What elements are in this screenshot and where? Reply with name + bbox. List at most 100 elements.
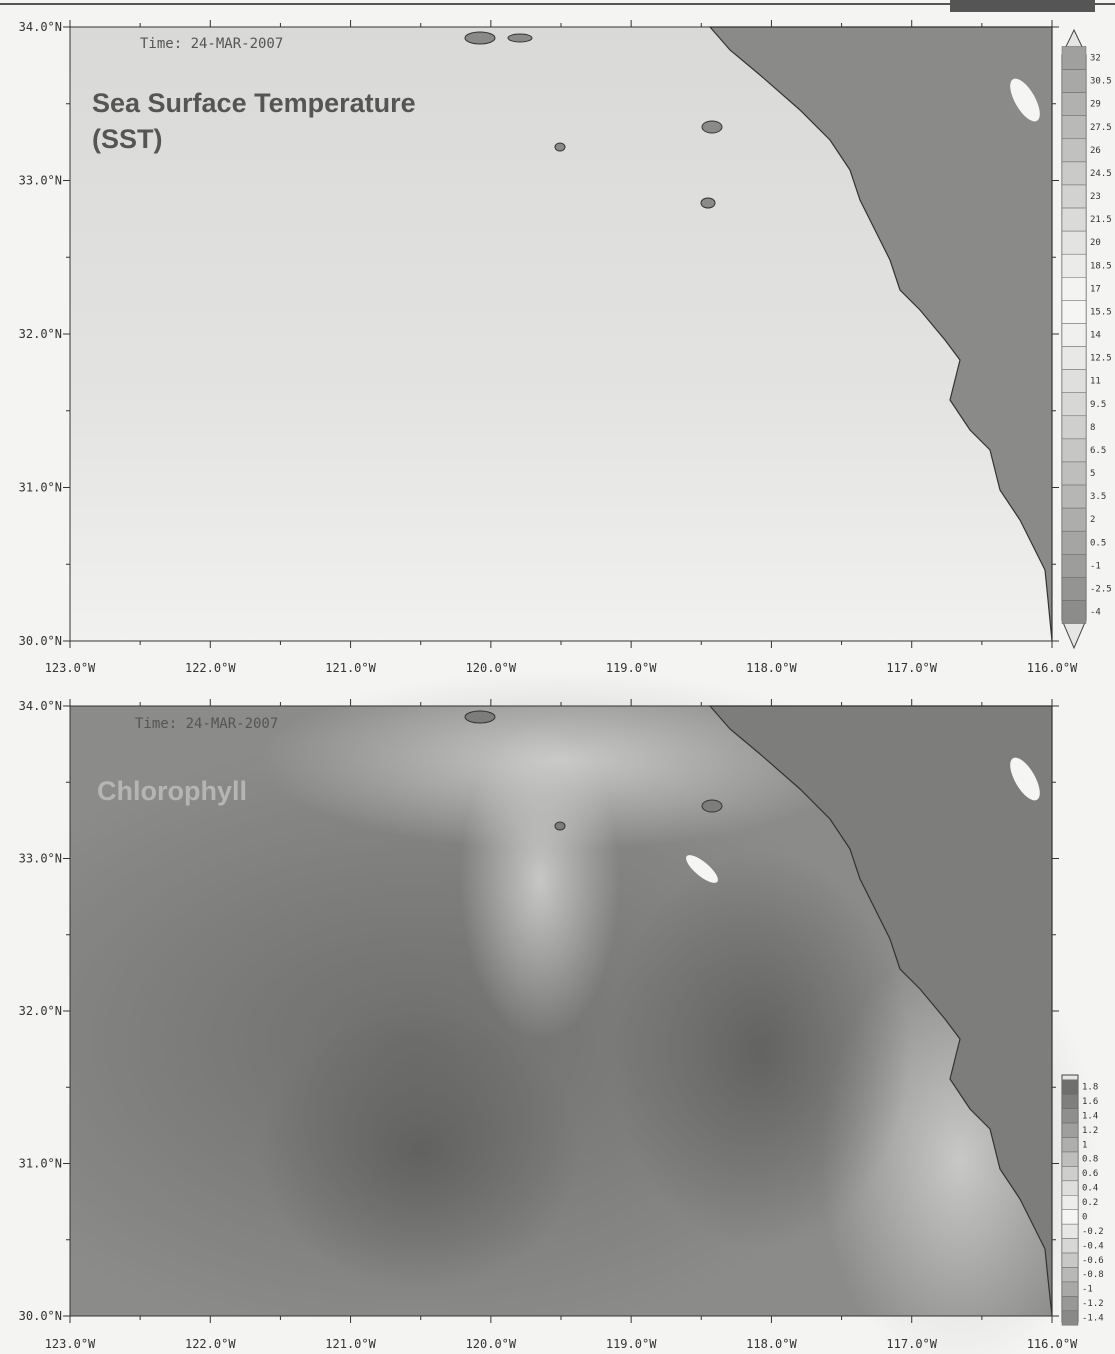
panel-title: Chlorophyll xyxy=(97,776,247,806)
colorbar-segment xyxy=(1062,1282,1078,1296)
colorbar-label: -0.4 xyxy=(1082,1241,1104,1251)
lon-tick-label: 117.0°W xyxy=(886,661,937,675)
colorbar-label: 1.6 xyxy=(1082,1097,1098,1107)
colorbar-segment xyxy=(1062,1195,1078,1209)
colorbar-segment xyxy=(1062,485,1086,508)
lon-tick-label: 118.0°W xyxy=(746,1337,797,1351)
lon-tick-label: 116.0°W xyxy=(1027,1337,1078,1351)
colorbar-label: 23 xyxy=(1090,192,1101,202)
colorbar-label: 30.5 xyxy=(1090,77,1112,87)
colorbar-label: 1.4 xyxy=(1082,1111,1098,1121)
colorbar-label: 14 xyxy=(1090,331,1101,341)
lon-tick-label: 118.0°W xyxy=(746,661,797,675)
lon-tick-label: 119.0°W xyxy=(606,1337,657,1351)
colorbar-label: 8 xyxy=(1090,423,1095,433)
colorbar-label: 1 xyxy=(1082,1140,1087,1150)
lon-tick-label: 122.0°W xyxy=(185,661,236,675)
colorbar-segment xyxy=(1062,46,1086,69)
colorbar-segment xyxy=(1062,162,1086,185)
lon-tick-label: 117.0°W xyxy=(886,1337,937,1351)
colorbar-segment xyxy=(1062,1210,1078,1224)
colorbar-label: -0.2 xyxy=(1082,1227,1104,1237)
colorbar-label: 0.6 xyxy=(1082,1169,1098,1179)
colorbar-label: 32 xyxy=(1090,54,1101,64)
colorbar-label: 5 xyxy=(1090,469,1095,479)
colorbar-label: -1 xyxy=(1082,1285,1093,1295)
colorbar-segment xyxy=(1062,1224,1078,1238)
colorbar-label: 0.4 xyxy=(1082,1184,1098,1194)
colorbar-label: 1.2 xyxy=(1082,1126,1098,1136)
colorbar-segment xyxy=(1062,393,1086,416)
colorbar-segment xyxy=(1062,1311,1078,1325)
colorbar-segment xyxy=(1062,347,1086,370)
colorbar-label: 3.5 xyxy=(1090,492,1106,502)
lat-tick-label: 33.0°N xyxy=(19,852,62,866)
lat-tick-label: 32.0°N xyxy=(19,1004,62,1018)
colorbar-label: 0.8 xyxy=(1082,1155,1098,1165)
colorbar-label: -2.5 xyxy=(1090,584,1112,594)
colorbar-segment xyxy=(1062,1267,1078,1281)
colorbar-segment xyxy=(1062,208,1086,231)
colorbar-segment xyxy=(1062,116,1086,139)
panel-title: Sea Surface Temperature xyxy=(92,88,416,118)
lon-tick-label: 123.0°W xyxy=(45,661,96,675)
lon-tick-label: 116.0°W xyxy=(1027,661,1078,675)
lon-tick-label: 123.0°W xyxy=(45,1337,96,1351)
lat-tick-label: 30.0°N xyxy=(19,1309,62,1323)
colorbar-label: 2 xyxy=(1090,515,1095,525)
colorbar-segment xyxy=(1062,1123,1078,1137)
colorbar-label: -0.6 xyxy=(1082,1256,1104,1266)
low-chl-area xyxy=(260,1010,580,1290)
colorbar-segment xyxy=(1062,439,1086,462)
colorbar-label: -0.8 xyxy=(1082,1270,1104,1280)
colorbar-label: 6.5 xyxy=(1090,446,1106,456)
colorbar-label: 24.5 xyxy=(1090,169,1112,179)
colorbar-label: -4 xyxy=(1090,608,1101,618)
colorbar-segment xyxy=(1062,93,1086,116)
colorbar-segment xyxy=(1062,185,1086,208)
timestamp: Time: 24-MAR-2007 xyxy=(140,36,283,52)
colorbar-label: 26 xyxy=(1090,146,1101,156)
colorbar-label: 29 xyxy=(1090,100,1101,110)
colorbar-segment xyxy=(1062,1094,1078,1108)
colorbar-segment xyxy=(1062,462,1086,485)
colorbar-label: 0.5 xyxy=(1090,538,1106,548)
lat-tick-label: 34.0°N xyxy=(19,699,62,713)
colorbar-segment xyxy=(1062,1253,1078,1267)
colorbar-segment xyxy=(1062,1080,1078,1094)
colorbar-segment xyxy=(1062,508,1086,531)
page: Time: 24-MAR-2007 Sea Surface Temperature… xyxy=(0,0,1115,1354)
colorbar-segment xyxy=(1062,1109,1078,1123)
colorbar-segment xyxy=(1062,1181,1078,1195)
colorbar-segment xyxy=(1062,600,1086,623)
lat-tick-label: 33.0°N xyxy=(19,174,62,188)
lat-tick-label: 34.0°N xyxy=(19,20,62,34)
lon-tick-label: 119.0°W xyxy=(606,661,657,675)
colorbar-segment xyxy=(1062,1138,1078,1152)
colorbar-label: 9.5 xyxy=(1090,400,1106,410)
colorbar-segment xyxy=(1062,416,1086,439)
colorbar-segment xyxy=(1062,231,1086,254)
colorbar-segment xyxy=(1062,1296,1078,1310)
colorbar-label: 18.5 xyxy=(1090,261,1112,271)
timestamp: Time: 24-MAR-2007 xyxy=(135,716,278,732)
lon-tick-label: 120.0°W xyxy=(466,1337,517,1351)
colorbar-segment xyxy=(1062,323,1086,346)
lon-tick-label: 122.0°W xyxy=(185,1337,236,1351)
lon-tick-label: 121.0°W xyxy=(325,661,376,675)
lon-tick-label: 120.0°W xyxy=(466,661,517,675)
colorbar-label: 15.5 xyxy=(1090,307,1112,317)
colorbar-label: 27.5 xyxy=(1090,123,1112,133)
colorbar-segment xyxy=(1062,577,1086,600)
colorbar-label: 17 xyxy=(1090,284,1101,294)
colorbar-segment xyxy=(1062,300,1086,323)
colorbar-segment xyxy=(1062,277,1086,300)
colorbar-segment xyxy=(1062,1239,1078,1253)
colorbar-label: -1 xyxy=(1090,561,1101,571)
colorbar-segment xyxy=(1062,254,1086,277)
colorbar-label: -1.4 xyxy=(1082,1314,1104,1324)
colorbar-label: 20 xyxy=(1090,238,1101,248)
lat-tick-label: 32.0°N xyxy=(19,327,62,341)
colorbar-label: 0.2 xyxy=(1082,1198,1098,1208)
colorbar-segment xyxy=(1062,370,1086,393)
